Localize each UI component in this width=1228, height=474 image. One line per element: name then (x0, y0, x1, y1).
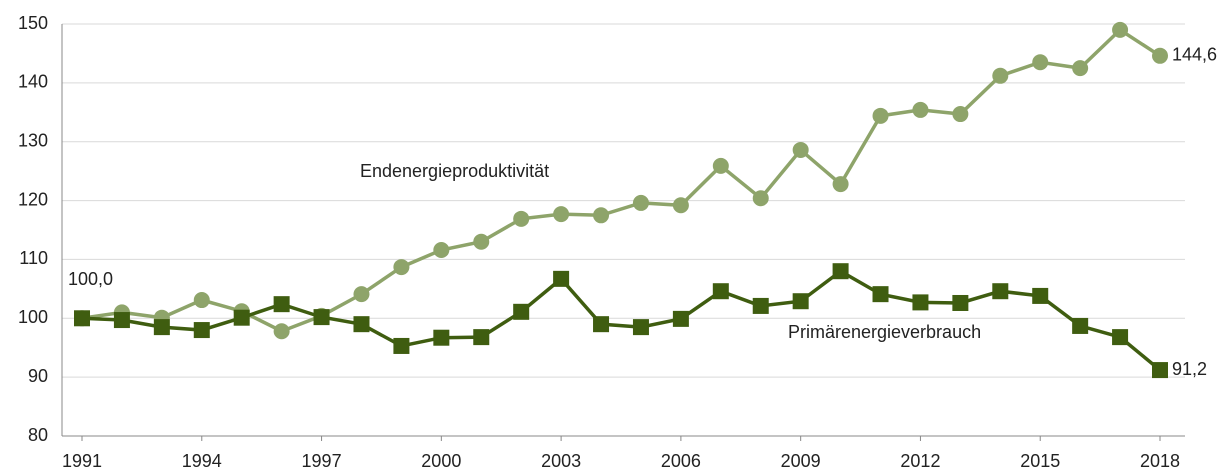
marker (672, 310, 689, 327)
marker (712, 283, 729, 300)
marker (992, 283, 1009, 300)
marker (353, 286, 370, 303)
y-tick-label: 140 (18, 72, 48, 92)
marker (113, 312, 130, 329)
marker (832, 263, 849, 280)
x-tick-label: 2000 (421, 451, 461, 471)
marker (1152, 47, 1168, 64)
marker (912, 294, 929, 311)
value-label: 91,2 (1172, 359, 1207, 379)
x-tick-label: 2018 (1140, 451, 1180, 471)
marker (313, 309, 330, 326)
x-tick-label: 1991 (62, 451, 102, 471)
marker (193, 292, 210, 309)
marker (752, 297, 769, 314)
marker (553, 270, 570, 287)
marker (752, 190, 769, 207)
marker (193, 322, 210, 339)
marker (593, 316, 610, 333)
marker (872, 286, 889, 303)
value-label: 144,6 (1172, 45, 1217, 65)
x-tick-label: 1997 (302, 451, 342, 471)
marker (1072, 60, 1089, 77)
marker (433, 242, 450, 259)
value-label: 100,0 (68, 269, 113, 289)
series-line (81, 269, 1162, 372)
marker (74, 310, 90, 327)
marker (273, 296, 290, 313)
marker (233, 309, 250, 326)
marker (593, 207, 610, 224)
y-tick-label: 130 (18, 130, 48, 150)
marker (273, 323, 290, 340)
marker (632, 319, 649, 336)
series-label: Endenergieproduktivität (360, 161, 549, 181)
marker (153, 319, 170, 336)
y-tick-label: 100 (18, 307, 48, 327)
marker (792, 293, 809, 310)
marker (832, 176, 849, 193)
marker (632, 194, 649, 211)
marker (792, 141, 809, 158)
y-tick-label: 120 (18, 189, 48, 209)
marker (353, 316, 370, 333)
marker (1152, 362, 1168, 379)
marker (473, 329, 490, 346)
series-line (81, 27, 1161, 334)
x-tick-label: 2012 (900, 451, 940, 471)
marker (553, 206, 570, 223)
marker (992, 67, 1009, 84)
marker (513, 210, 530, 227)
marker (712, 157, 729, 174)
marker (912, 101, 929, 118)
marker (393, 337, 410, 354)
marker (473, 233, 490, 250)
marker (1112, 21, 1129, 38)
x-tick-label: 1994 (182, 451, 222, 471)
marker (1032, 287, 1049, 304)
marker (513, 303, 530, 320)
y-tick-label: 90 (28, 366, 48, 386)
marker (1112, 329, 1129, 346)
marker (872, 107, 889, 124)
marker (1032, 54, 1049, 71)
marker (1072, 317, 1089, 334)
series-label: Primärenergieverbrauch (788, 322, 981, 342)
x-tick-label: 2006 (661, 451, 701, 471)
y-tick-label: 110 (19, 248, 48, 268)
x-tick-label: 2009 (781, 451, 821, 471)
x-tick-label: 2003 (541, 451, 581, 471)
marker (672, 197, 689, 214)
x-tick-label: 2015 (1020, 451, 1060, 471)
y-tick-label: 80 (28, 425, 48, 445)
marker (952, 294, 969, 311)
marker (393, 259, 410, 276)
y-tick-label: 150 (18, 13, 48, 33)
marker (433, 329, 450, 346)
marker (952, 106, 969, 123)
